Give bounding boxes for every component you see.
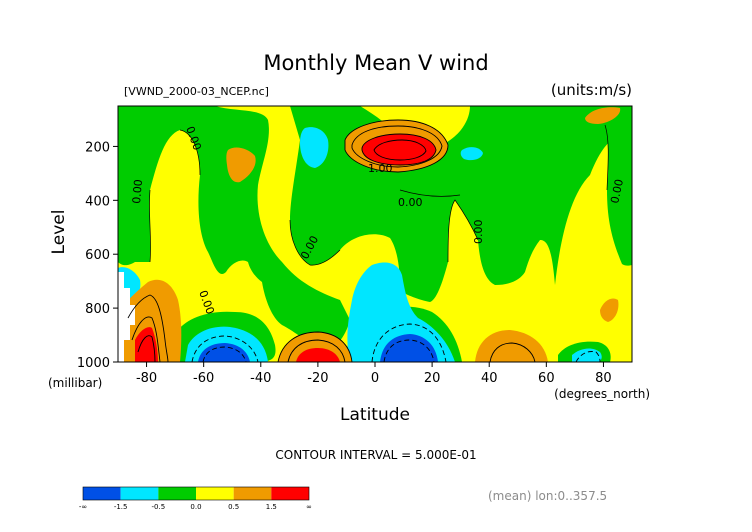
red-core-subtropics [296, 348, 340, 362]
zero-contour-2 [179, 129, 201, 176]
zero-contour-4 [447, 199, 479, 263]
x-tick-label: -60 [193, 371, 214, 386]
colorbar-tick-label: -1.5 [114, 503, 128, 511]
colorbar-tick-label: 0.5 [228, 503, 239, 511]
x-axis: -80 -60 -40 -20 0 20 40 60 80 [136, 362, 612, 386]
colorbar: -∞ -1.5 -0.5 0.0 0.5 1.5 ∞ [79, 486, 312, 511]
dashed-contour-equator-2 [383, 339, 435, 362]
green-region-right [600, 106, 632, 266]
x-tick-label: 80 [595, 371, 612, 386]
x-tick-label: 60 [538, 371, 555, 386]
contour-line-jet-inner [361, 133, 437, 166]
chart-title: Monthly Mean V wind [263, 51, 488, 75]
contour-label: 1.00 [368, 162, 393, 175]
colorbar-swatch [233, 487, 272, 500]
y-tick-label: 1000 [77, 356, 110, 371]
colorbar-swatch [271, 487, 309, 500]
footnote: (mean) lon:0..357.5 [488, 489, 607, 503]
x-tick-label: 0 [371, 371, 379, 386]
blue-core-equator [380, 334, 438, 362]
orange-region-upper-right [585, 107, 621, 124]
contour-line-subtropics-outer [277, 331, 353, 362]
y-tick-label: 600 [85, 248, 110, 263]
colorbar-frame [82, 486, 310, 501]
zero-contour-lines [149, 124, 609, 266]
y-units-label: (millibar) [48, 376, 102, 390]
cyan-region-equator [347, 262, 455, 362]
dashed-contour-south-2 [202, 346, 247, 362]
blue-core-south [198, 343, 250, 362]
contour-line-jet-core [373, 139, 427, 161]
y-tick-label: 200 [85, 140, 110, 155]
colorbar-swatch [83, 487, 121, 500]
x-tick-label: -40 [250, 371, 271, 386]
zero-contour-1 [149, 189, 151, 263]
contour-label: 0.00 [130, 179, 145, 205]
contour-label: 0.00 [398, 196, 423, 209]
colorbar-swatch [158, 487, 196, 500]
red-core-south [135, 327, 158, 362]
y-tick-label: 400 [85, 194, 110, 209]
x-tick-label: -20 [307, 371, 328, 386]
contour-line-south-3 [137, 335, 156, 362]
contour-line-north [489, 342, 536, 362]
x-axis-title: Latitude [340, 405, 410, 425]
cyan-region-upper [300, 127, 329, 168]
cyan-region-small [460, 147, 483, 161]
colorbar-tick-label: 0.0 [190, 503, 201, 511]
units-label: (units:m/s) [551, 81, 632, 99]
zero-contour-3 [289, 219, 341, 266]
colorbar-tick-label: -∞ [79, 503, 87, 511]
dataset-label: [VWND_2000-03_NCEP.nc] [124, 85, 269, 98]
contour-line-jet-outer [344, 119, 449, 173]
contour-label: 0.00 [608, 178, 626, 205]
contour-line-south-2 [131, 316, 161, 362]
colorbar-tick-label: 1.5 [266, 503, 277, 511]
negative-contour-lines [191, 323, 601, 362]
green-region-left [118, 106, 350, 352]
x-tick-label: 20 [424, 371, 441, 386]
orange-region-north [475, 330, 548, 362]
x-tick-label: 40 [481, 371, 498, 386]
contour-label: 0.00 [472, 220, 485, 245]
dashed-contour-north [575, 351, 601, 362]
colorbar-tick-label: ∞ [306, 503, 312, 511]
colorbar-tick-label: -0.5 [151, 503, 165, 511]
zero-contour-6 [399, 189, 461, 197]
contour-line-jet-mid [351, 125, 443, 168]
orange-region-upper-left [226, 147, 256, 183]
contour-line-south-1 [127, 294, 169, 362]
contour-lines [127, 119, 536, 362]
missing-data-mask [118, 272, 135, 362]
y-tick-label: 800 [85, 302, 110, 317]
colorbar-swatch [196, 487, 234, 500]
y-axis: 200 400 600 800 1000 [77, 140, 118, 371]
x-units-label: (degrees_north) [554, 387, 650, 401]
orange-region-lower-right [600, 298, 619, 322]
dashed-contour-equator-1 [371, 323, 447, 362]
cyan-region-north [572, 348, 602, 362]
contour-line-subtropics-inner [287, 339, 346, 362]
y-axis-title: Level [49, 210, 69, 255]
x-tick-label: -80 [136, 371, 157, 386]
zero-contour-5 [604, 124, 609, 191]
plot-area [118, 106, 632, 362]
contour-interval-text: CONTOUR INTERVAL = 5.000E-01 [275, 448, 476, 462]
colorbar-swatch [120, 487, 159, 500]
